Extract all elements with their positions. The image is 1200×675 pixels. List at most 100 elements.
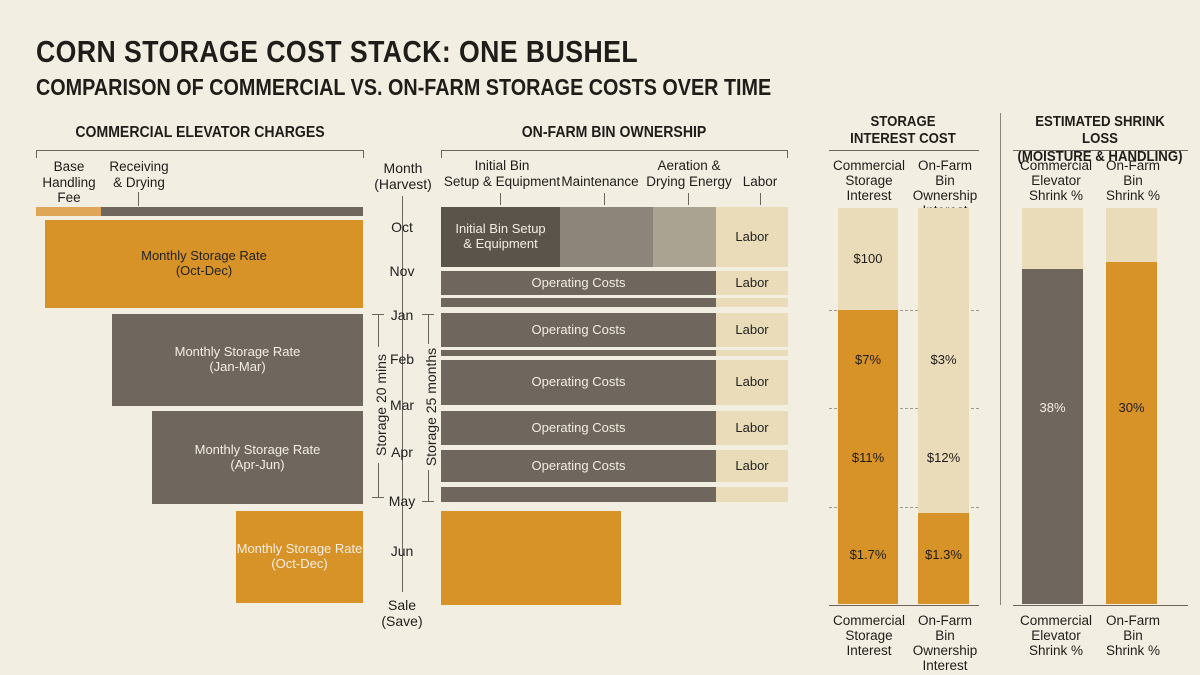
receiving-drying-bar xyxy=(101,207,363,216)
labor-header: Labor xyxy=(742,174,778,189)
timeline-axis xyxy=(402,196,403,592)
shrink-onfarm-bar xyxy=(1106,262,1157,604)
interest-col-footer-onfarm: On-Farm Bin Ownership Interest xyxy=(912,613,978,674)
labor-label: Labor xyxy=(735,374,769,390)
shrink-col-header-commercial: Commercial Elevator Shrink % xyxy=(1019,158,1092,204)
onfarm-duration-cap-bottom xyxy=(422,501,434,502)
shrink-col-header-onfarm: On-Farm Bin Shrink % xyxy=(1105,158,1161,204)
page-subtitle: COMPARISON OF COMMERCIAL VS. ON-FARM STO… xyxy=(36,74,772,100)
storage-rate-block-apr-jun: Monthly Storage Rate (Apr-Jun) xyxy=(152,411,363,504)
storage-rate-label: Monthly Storage Rate (Oct-Dec) xyxy=(141,248,267,278)
onfarm-bracket-left xyxy=(441,150,442,158)
interest-title-rule xyxy=(829,150,979,151)
operating-costs-strip xyxy=(441,298,716,307)
interest-col-footer-commercial: Commercial Storage Interest xyxy=(832,613,905,659)
commercial-section-title: COMMERCIAL ELEVATOR CHARGES xyxy=(75,124,325,141)
operating-costs-label: Operating Costs xyxy=(531,457,626,473)
month-feb: Feb xyxy=(389,351,415,367)
aeration-header: Aeration & Drying Energy xyxy=(646,158,732,189)
labor-label: Labor xyxy=(735,419,769,435)
month-sale: Sale (Save) xyxy=(381,597,423,630)
operating-costs-label: Operating Costs xyxy=(531,321,626,337)
operating-costs-block: Operating Costs xyxy=(441,411,716,445)
page-title: CORN STORAGE COST STACK: ONE BUSHEL xyxy=(36,34,639,69)
operating-costs-label: Operating Costs xyxy=(531,419,626,435)
base-handling-fee-bar xyxy=(36,207,101,216)
month-oct: Oct xyxy=(391,219,413,235)
operating-costs-label: Operating Costs xyxy=(531,274,626,290)
commercial-bracket-left xyxy=(36,150,37,158)
setup-pointer xyxy=(500,193,501,205)
storage-rate-block-oct-dec: Monthly Storage Rate (Oct-Dec) xyxy=(45,220,363,308)
interest-onfarm-label: $1.3% xyxy=(925,547,962,562)
storage-rate-label: Monthly Storage Rate (Jan-Mar) xyxy=(174,344,301,374)
interest-commercial-segment-top xyxy=(838,208,898,310)
storage-rate-label: Monthly Storage Rate (Oct-Dec) xyxy=(236,541,363,571)
commercial-bracket-right xyxy=(363,150,364,158)
shrink-baseline xyxy=(1013,605,1188,606)
maintenance-pointer xyxy=(604,193,605,205)
storage-rate-label: Monthly Storage Rate (Apr-Jun) xyxy=(194,441,321,472)
interest-gridline xyxy=(829,507,979,508)
storage-rate-block-jan-mar: Monthly Storage Rate (Jan-Mar) xyxy=(112,314,363,406)
interest-commercial-label: $7% xyxy=(854,352,882,367)
shrink-commercial-bar xyxy=(1022,269,1083,604)
onfarm-section-title: ON-FARM BIN OWNERSHIP xyxy=(521,124,707,141)
onfarm-bracket-line xyxy=(441,150,788,151)
interest-commercial-label: $11% xyxy=(851,450,885,465)
aeration-block xyxy=(653,207,716,267)
storage-rate-block-final: Monthly Storage Rate (Oct-Dec) xyxy=(236,511,363,603)
month-apr: Apr xyxy=(391,444,413,460)
interest-gridline xyxy=(829,408,979,409)
interest-gridline xyxy=(829,310,979,311)
interest-section-title: STORAGE INTEREST COST xyxy=(850,113,956,148)
maintenance-block xyxy=(560,207,653,267)
shrink-onfarm-value: 30% xyxy=(1118,400,1145,415)
month-jun: Jun xyxy=(390,543,414,559)
labor-label: Labor xyxy=(735,274,769,290)
base-handling-fee-header: Base Handling Fee xyxy=(42,159,96,206)
operating-costs-strip xyxy=(441,487,716,502)
onfarm-duration-label: Storage 25 months xyxy=(423,344,439,470)
shrink-commercial-remainder xyxy=(1022,208,1083,269)
interest-col-header-commercial: Commercial Storage Interest xyxy=(832,158,905,204)
interest-onfarm-label: $12% xyxy=(926,450,961,465)
setup-equipment-label: Initial Bin Setup & Equipment xyxy=(455,221,546,251)
labor-block: Labor xyxy=(716,207,788,267)
operating-costs-block: Operating Costs xyxy=(441,360,716,405)
labor-label: Labor xyxy=(735,228,769,244)
interest-onfarm-segment-bottom xyxy=(918,513,969,604)
labor-block: Labor xyxy=(716,313,788,347)
interest-commercial-label: $1.7% xyxy=(849,547,887,562)
commercial-duration-cap-bottom xyxy=(372,497,384,498)
receiving-pointer xyxy=(138,192,139,206)
labor-block: Labor xyxy=(716,271,788,295)
labor-strip xyxy=(716,487,788,502)
interest-commercial-segment-main xyxy=(838,310,898,604)
timeline-header: Month (Harvest) xyxy=(374,160,432,193)
aeration-pointer xyxy=(688,193,689,205)
labor-label: Labor xyxy=(735,321,769,337)
onfarm-duration-cap-top xyxy=(422,314,434,315)
labor-strip xyxy=(716,298,788,307)
shrink-col-footer-onfarm: On-Farm Bin Shrink % xyxy=(1105,613,1161,659)
labor-block: Labor xyxy=(716,411,788,445)
section-divider xyxy=(1000,113,1001,605)
month-jan: Jan xyxy=(390,307,414,323)
maintenance-header: Maintenance xyxy=(561,174,639,189)
shrink-onfarm-remainder xyxy=(1106,208,1157,262)
interest-onfarm-label: $3% xyxy=(930,352,957,367)
setup-equipment-block: Initial Bin Setup & Equipment xyxy=(441,207,560,267)
commercial-bracket-line xyxy=(36,150,364,151)
commercial-duration-cap-top xyxy=(372,314,384,315)
shrink-section-title: ESTIMATED SHRINK LOSS (MOISTURE & HANDLI… xyxy=(1017,113,1183,165)
labor-label: Labor xyxy=(735,457,769,473)
labor-block: Labor xyxy=(716,360,788,405)
setup-header: Initial Bin Setup & Equipment xyxy=(443,158,561,189)
operating-costs-label: Operating Costs xyxy=(531,374,626,390)
interest-baseline xyxy=(829,605,979,606)
shrink-col-footer-commercial: Commercial Elevator Shrink % xyxy=(1019,613,1092,659)
operating-costs-block: Operating Costs xyxy=(441,313,716,347)
operating-costs-block: Operating Costs xyxy=(441,271,716,295)
